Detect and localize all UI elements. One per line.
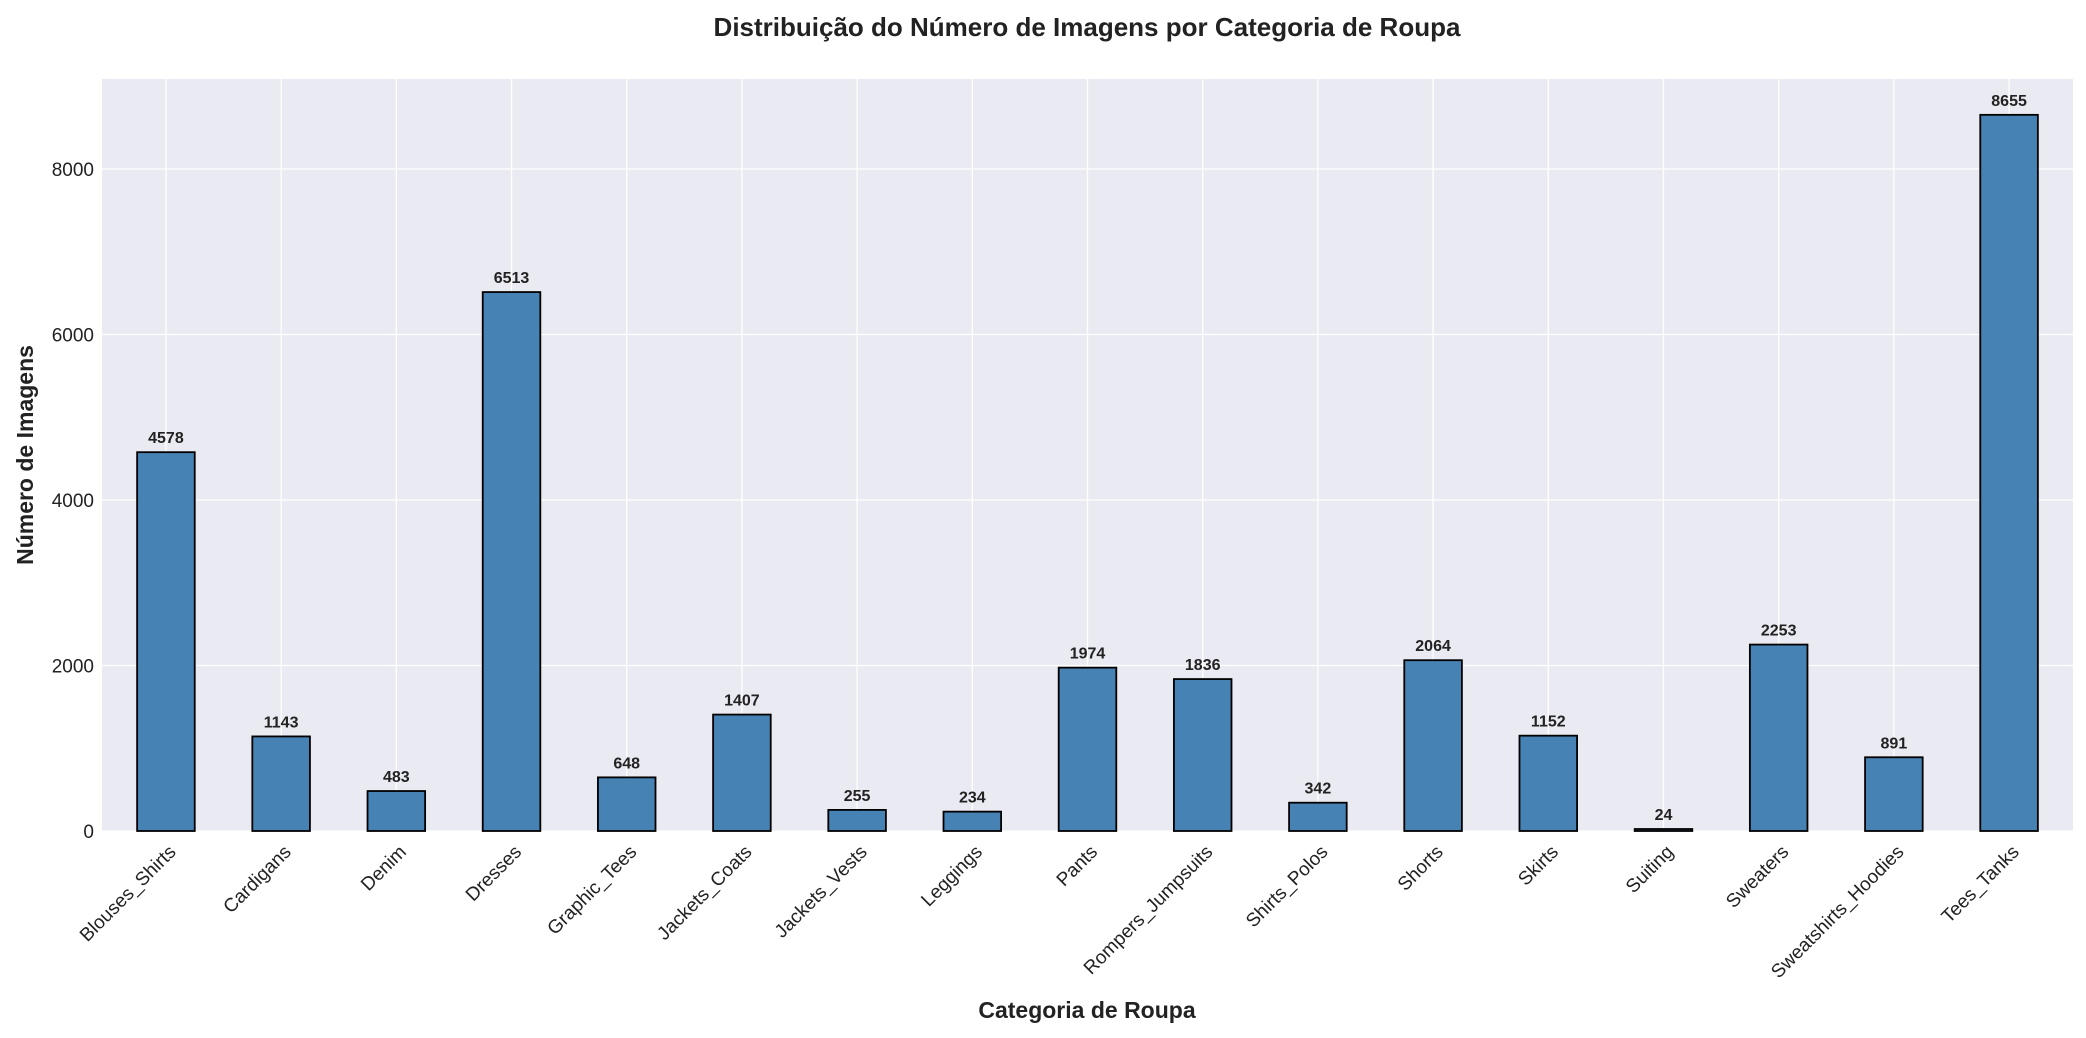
y-tick-label: 4000 <box>52 491 94 512</box>
bar-value-label: 234 <box>959 790 986 807</box>
bar-value-label: 24 <box>1655 807 1673 824</box>
bar-value-label: 1407 <box>724 693 760 710</box>
bar-value-label: 255 <box>844 788 871 805</box>
bar-suiting <box>1633 828 1694 832</box>
bar-tees-tanks <box>1979 113 2039 832</box>
bar-jackets-vests <box>827 808 887 832</box>
y-axis-ticks: 0 2000 4000 6000 8000 <box>52 160 94 843</box>
bar-rompers-jumpsuits <box>1172 678 1233 832</box>
bar-value-label: 2064 <box>1415 638 1451 655</box>
bar-labels: 4578 1143 483 6513 648 1407 255 234 1974 1836 342 2… <box>148 93 2027 824</box>
bars <box>136 113 2039 832</box>
bar-value-label: 1974 <box>1070 646 1106 663</box>
bar-blouses-shirts <box>136 451 196 832</box>
bar-value-label: 483 <box>383 769 410 786</box>
bar-value-label: 6513 <box>494 270 530 287</box>
bar-value-label: 1836 <box>1185 657 1221 674</box>
y-tick-label: 6000 <box>52 326 94 347</box>
bar-value-label: 648 <box>613 755 640 772</box>
y-tick-label: 2000 <box>52 657 94 678</box>
bar-shorts <box>1403 659 1463 832</box>
bar-sweatshirts-hoodies <box>1864 756 1924 832</box>
bar-value-label: 342 <box>1305 781 1332 798</box>
bar-jackets-coats <box>712 713 772 832</box>
bar-value-label: 891 <box>1881 735 1908 752</box>
bar-skirts <box>1518 734 1578 832</box>
y-axis-label: Número de Imagens <box>12 345 38 565</box>
chart-title: Distribuição do Número de Imagens por Ca… <box>714 12 1461 42</box>
bar-cardigans <box>251 735 311 832</box>
bar-sweaters <box>1748 643 1809 832</box>
bar-dresses <box>481 291 542 832</box>
bar-denim <box>366 790 427 832</box>
y-tick-label: 8000 <box>52 160 94 181</box>
bar-value-label: 1152 <box>1531 714 1566 731</box>
bar-graphic-tees <box>597 776 657 832</box>
bar-leggings <box>942 810 1003 832</box>
bar-value-label: 1143 <box>264 714 299 731</box>
bar-shirts-polos <box>1288 801 1348 832</box>
bar-value-label: 4578 <box>148 430 184 447</box>
bar-pants <box>1057 666 1118 832</box>
y-tick-label: 0 <box>83 822 94 843</box>
x-axis-label: Categoria de Roupa <box>978 997 1195 1023</box>
bar-value-label: 8655 <box>1991 93 2027 110</box>
bar-value-label: 2253 <box>1761 623 1797 640</box>
